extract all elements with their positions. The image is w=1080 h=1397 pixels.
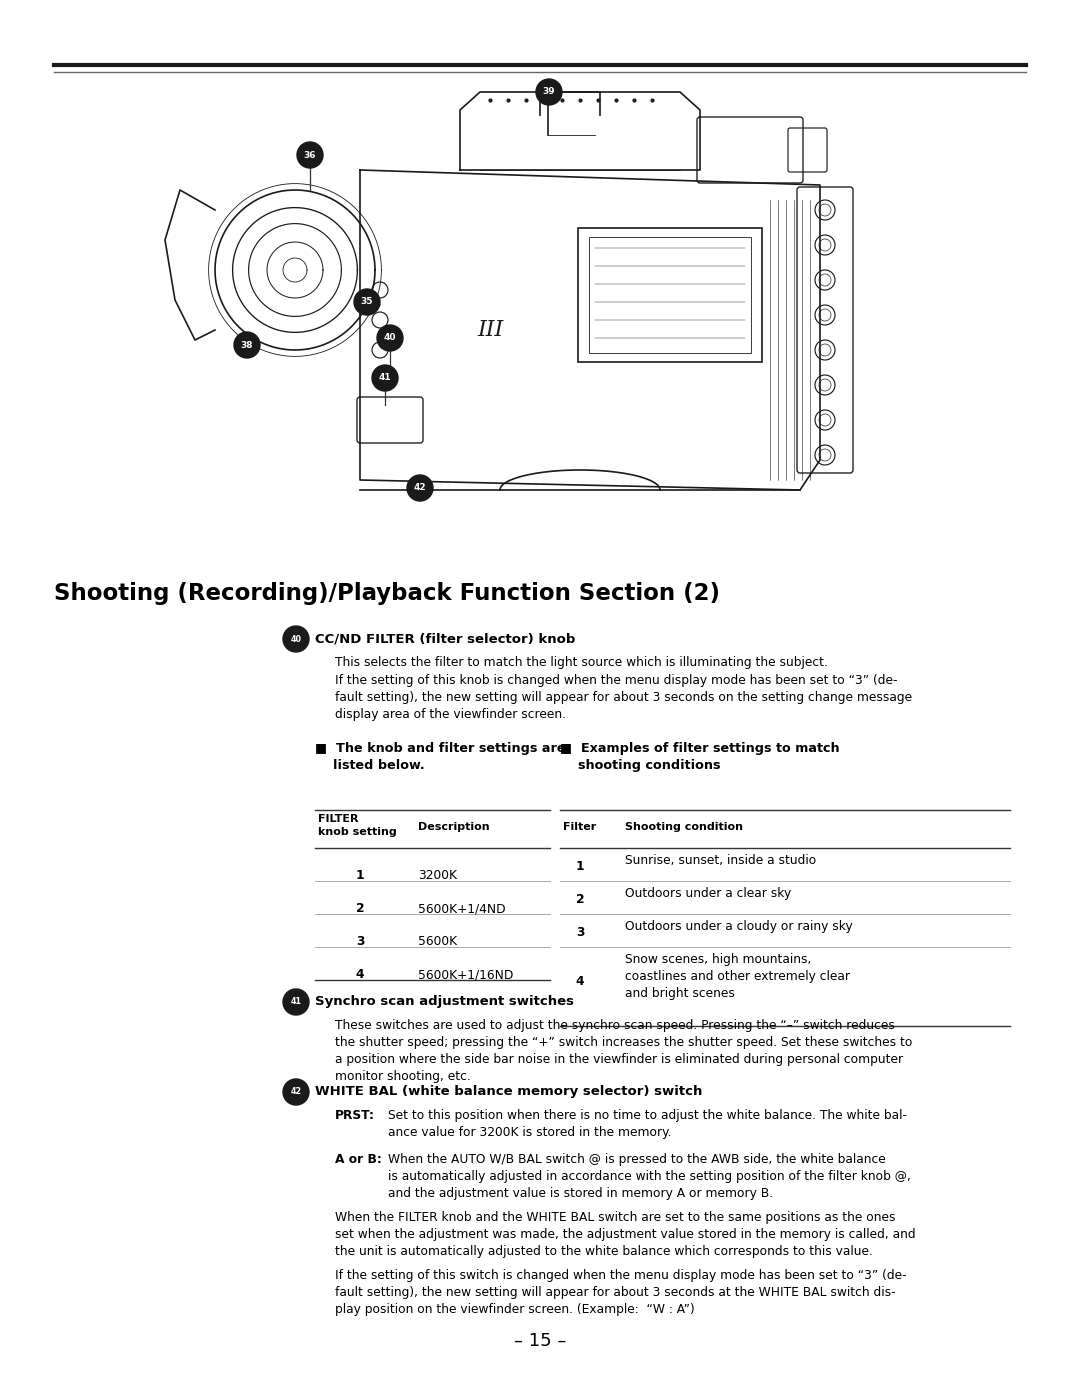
Text: When the FILTER knob and the WHITE BAL switch are set to the same positions as t: When the FILTER knob and the WHITE BAL s… [335,1211,916,1259]
Circle shape [234,332,260,358]
Text: FILTER
knob setting: FILTER knob setting [318,814,396,837]
Text: PRST:: PRST: [335,1109,375,1122]
Text: Description: Description [418,821,489,833]
Text: A or B:: A or B: [335,1153,382,1166]
Text: This selects the filter to match the light source which is illuminating the subj: This selects the filter to match the lig… [335,657,828,669]
Text: 5600K+1/4ND: 5600K+1/4ND [418,902,505,915]
Text: Outdoors under a clear sky: Outdoors under a clear sky [625,887,792,900]
Circle shape [354,289,380,314]
Text: 40: 40 [291,634,301,644]
Text: When the AUTO W/B BAL switch @ is pressed to the AWB side, the white balance
is : When the AUTO W/B BAL switch @ is presse… [388,1153,910,1200]
Circle shape [377,326,403,351]
Text: 4: 4 [576,975,584,988]
Circle shape [536,80,562,105]
Text: If the setting of this knob is changed when the menu display mode has been set t: If the setting of this knob is changed w… [335,673,913,721]
Text: 3: 3 [355,935,364,949]
Circle shape [283,1078,309,1105]
Text: – 15 –: – 15 – [514,1331,566,1350]
Text: 5600K+1/16ND: 5600K+1/16ND [418,968,513,981]
Text: Sunrise, sunset, inside a studio: Sunrise, sunset, inside a studio [625,854,816,868]
Text: Shooting condition: Shooting condition [625,821,743,833]
Circle shape [283,989,309,1016]
Circle shape [297,142,323,168]
Text: 35: 35 [361,298,374,306]
Text: Outdoors under a cloudy or rainy sky: Outdoors under a cloudy or rainy sky [625,921,853,933]
Text: Synchro scan adjustment switches: Synchro scan adjustment switches [315,995,573,1009]
Text: ■  The knob and filter settings are
    listed below.: ■ The knob and filter settings are liste… [315,742,566,773]
Text: 3: 3 [576,926,584,939]
Text: 4: 4 [355,968,364,981]
Text: Shooting (Recording)/Playback Function Section (2): Shooting (Recording)/Playback Function S… [54,583,720,605]
Circle shape [407,475,433,502]
Text: 41: 41 [379,373,391,383]
Text: 1: 1 [576,859,584,873]
Circle shape [372,365,399,391]
Text: 39: 39 [542,88,555,96]
Text: Set to this position when there is no time to adjust the white balance. The whit: Set to this position when there is no ti… [388,1109,907,1139]
Text: 3200K: 3200K [418,869,457,882]
Text: CC/ND FILTER (filter selector) knob: CC/ND FILTER (filter selector) knob [315,631,576,645]
Text: These switches are used to adjust the synchro scan speed. Pressing the “–” switc: These switches are used to adjust the sy… [335,1018,913,1083]
Text: 40: 40 [383,334,396,342]
Text: 38: 38 [241,341,253,349]
Text: 36: 36 [303,151,316,159]
Text: 5600K: 5600K [418,935,457,949]
Circle shape [283,626,309,652]
Text: 41: 41 [291,997,301,1006]
Text: 2: 2 [355,902,364,915]
Text: III: III [477,319,503,341]
Text: 42: 42 [414,483,427,493]
Text: ■  Examples of filter settings to match
    shooting conditions: ■ Examples of filter settings to match s… [561,742,839,773]
Text: 1: 1 [355,869,364,882]
Text: 2: 2 [576,893,584,905]
Text: 42: 42 [291,1087,301,1097]
Text: If the setting of this switch is changed when the menu display mode has been set: If the setting of this switch is changed… [335,1268,906,1316]
Text: Filter: Filter [564,821,596,833]
Text: Snow scenes, high mountains,
coastlines and other extremely clear
and bright sce: Snow scenes, high mountains, coastlines … [625,953,850,1000]
Text: WHITE BAL (white balance memory selector) switch: WHITE BAL (white balance memory selector… [315,1085,702,1098]
